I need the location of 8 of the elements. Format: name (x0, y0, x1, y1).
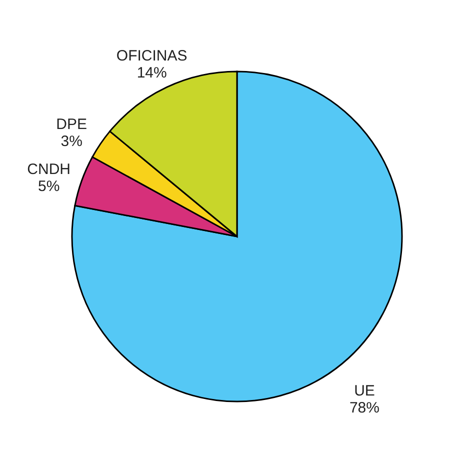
slice-label: DPE (56, 116, 88, 134)
data-label: 3% (60, 133, 82, 150)
data-label: 78% (349, 400, 380, 417)
slice-label: OFICINAS (116, 48, 188, 65)
slice-label: UE (354, 382, 375, 400)
slice-label: CNDH (27, 160, 70, 178)
data-label: 14% (136, 64, 167, 82)
data-label: 5% (38, 178, 60, 195)
